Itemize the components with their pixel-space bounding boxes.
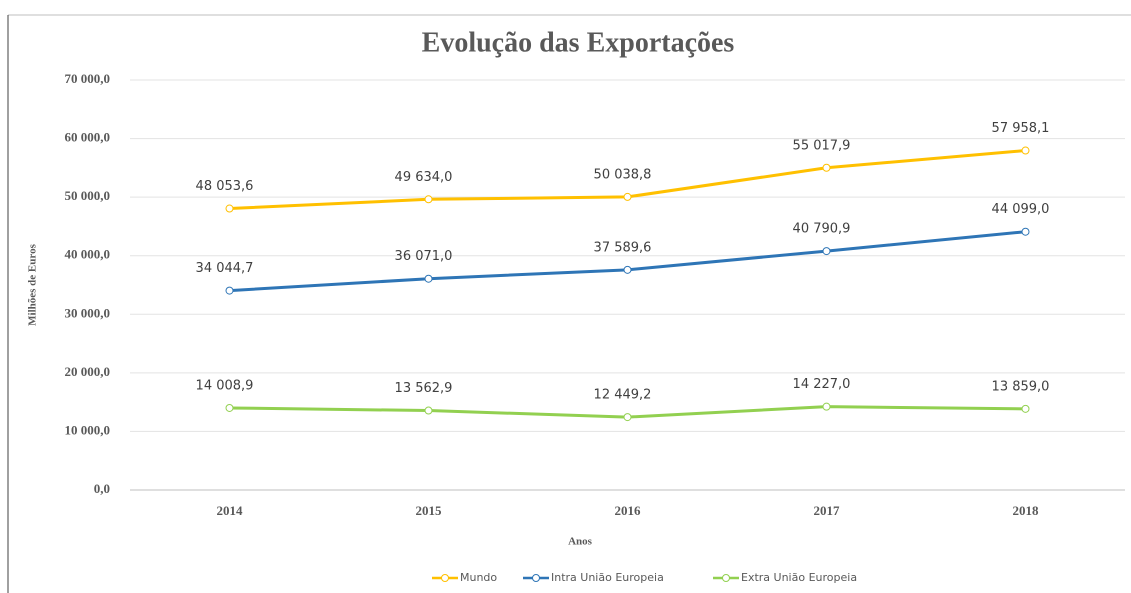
data-point xyxy=(424,195,433,204)
x-tick-label: 2018 xyxy=(1013,503,1040,518)
data-point xyxy=(822,247,831,256)
data-point xyxy=(225,403,234,412)
data-point xyxy=(623,413,632,422)
data-label: 14 008,9 xyxy=(196,378,254,393)
y-tick-label: 20 000,0 xyxy=(65,364,111,379)
legend-label: Mundo xyxy=(460,571,497,584)
legend-label: Extra União Europeia xyxy=(741,571,857,584)
data-point xyxy=(822,402,831,411)
data-point xyxy=(623,265,632,274)
data-point xyxy=(225,286,234,295)
data-label: 36 071,0 xyxy=(395,249,453,264)
legend-marker xyxy=(722,574,730,582)
y-tick-label: 70 000,0 xyxy=(65,71,111,86)
x-tick-label: 2014 xyxy=(217,503,244,518)
data-label: 37 589,6 xyxy=(594,240,652,255)
data-label: 57 958,1 xyxy=(992,121,1050,136)
data-label: 50 038,8 xyxy=(594,167,652,182)
data-point xyxy=(822,163,831,172)
legend-marker xyxy=(441,574,449,582)
x-tick-label: 2016 xyxy=(615,503,642,518)
data-label: 44 099,0 xyxy=(992,202,1050,217)
legend-marker xyxy=(532,574,540,582)
y-tick-label: 60 000,0 xyxy=(65,130,111,145)
data-point xyxy=(1021,227,1030,236)
legend-label: Intra União Europeia xyxy=(551,571,664,584)
y-tick-label: 0,0 xyxy=(94,481,110,496)
data-label: 34 044,7 xyxy=(196,261,254,276)
x-tick-label: 2017 xyxy=(814,503,841,518)
data-label: 13 562,9 xyxy=(395,381,453,396)
data-label: 48 053,6 xyxy=(196,179,254,194)
data-label: 40 790,9 xyxy=(793,222,851,237)
y-tick-label: 40 000,0 xyxy=(65,247,111,262)
data-label: 14 227,0 xyxy=(793,377,851,392)
data-point xyxy=(424,274,433,283)
y-tick-label: 30 000,0 xyxy=(65,305,111,320)
data-point xyxy=(424,406,433,415)
y-tick-label: 10 000,0 xyxy=(65,422,111,437)
data-label: 13 859,0 xyxy=(992,379,1050,394)
data-point xyxy=(1021,404,1030,413)
y-tick-label: 50 000,0 xyxy=(65,188,111,203)
x-tick-label: 2015 xyxy=(416,503,443,518)
data-label: 55 017,9 xyxy=(793,138,851,153)
y-axis-title: Milhões de Euros xyxy=(27,243,39,325)
x-axis-title: Anos xyxy=(568,536,593,548)
data-point xyxy=(1021,146,1030,155)
data-point xyxy=(623,192,632,201)
data-label: 12 449,2 xyxy=(594,388,652,403)
data-point xyxy=(225,204,234,213)
data-label: 49 634,0 xyxy=(395,170,453,185)
chart-title: Evolução das Exportações xyxy=(422,27,735,58)
